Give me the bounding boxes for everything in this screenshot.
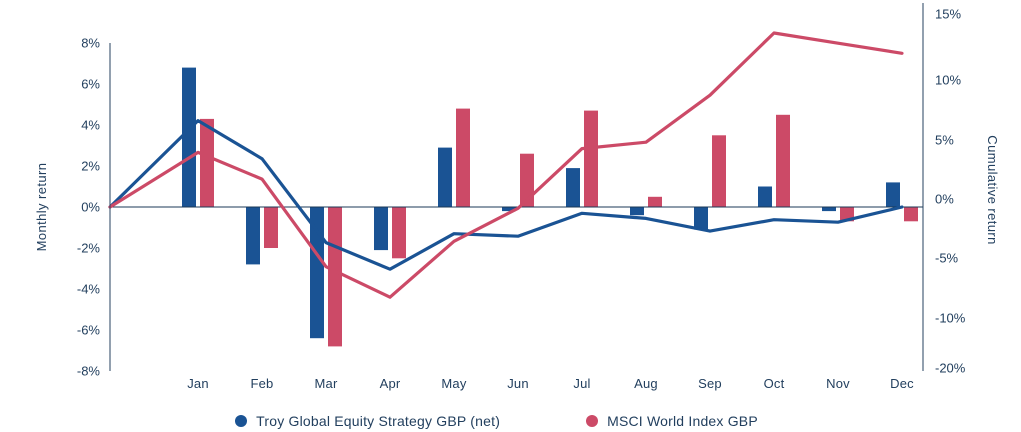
combo-chart: 8% 6% 4% 2% 0% -2% -4% -6% -8% 15% 10% 5% 0% -5% -10% -… xyxy=(34,3,1000,392)
x-axis-label-jun: Jun xyxy=(507,376,529,391)
right-axis-tick-0%: 0% xyxy=(935,192,954,207)
axes-layer xyxy=(109,3,924,371)
legend-marker-troy-icon xyxy=(235,415,248,427)
bar-msci-monthly-aug xyxy=(648,196,662,208)
x-axis-label-sep: Sep xyxy=(698,376,722,391)
left-axis-tick-8%: 8% xyxy=(81,36,100,51)
bar-troy-monthly-aug xyxy=(630,207,644,216)
left-axis-tick--6%: -6% xyxy=(77,323,101,338)
bar-troy-monthly-oct xyxy=(758,186,772,207)
x-axis-label-feb: Feb xyxy=(250,376,273,391)
left-axis-tick-0%: 0% xyxy=(81,200,100,215)
x-axis-label-dec: Dec xyxy=(890,376,914,391)
ticks-layer: 8% 6% 4% 2% 0% -2% -4% -6% -8% 15% 10% 5% 0% -5% -10% -… xyxy=(77,7,966,392)
bar-msci-monthly-sep xyxy=(712,135,726,208)
legend-label-troy: Troy Global Equity Strategy GBP (net) xyxy=(256,413,501,429)
right-axis-tick-15%: 15% xyxy=(935,7,961,22)
x-axis-label-jan: Jan xyxy=(187,376,209,391)
bar-msci-monthly-oct xyxy=(776,114,790,208)
bar-msci-monthly-feb xyxy=(264,207,278,248)
line-troy-cumulative xyxy=(108,118,904,271)
bar-troy-monthly-feb xyxy=(246,207,260,265)
x-axis-label-apr: Apr xyxy=(380,376,401,391)
bar-msci-monthly-jan xyxy=(200,118,214,207)
line-msci-cumulative xyxy=(108,31,904,299)
legend-item-troy: Troy Global Equity Strategy GBP (net) xyxy=(235,413,500,429)
bars-layer xyxy=(182,67,918,347)
bar-troy-monthly-nov xyxy=(822,207,836,212)
bar-troy-monthly-apr xyxy=(374,207,388,251)
legend-label-msci: MSCI World Index GBP xyxy=(607,413,758,429)
right-axis-tick--20%: -20% xyxy=(935,361,966,376)
legend-marker-msci-icon xyxy=(586,415,599,427)
right-axis-tick-10%: 10% xyxy=(935,73,961,88)
bar-troy-monthly-may xyxy=(438,147,452,207)
right-axis-title: Cumulative return xyxy=(985,135,1000,244)
lines-layer xyxy=(108,31,904,299)
left-axis-tick-6%: 6% xyxy=(81,77,100,92)
x-axis-label-may: May xyxy=(441,376,466,391)
left-axis-tick-2%: 2% xyxy=(81,159,100,174)
bar-msci-monthly-dec xyxy=(904,207,918,222)
legend-item-msci: MSCI World Index GBP xyxy=(586,413,758,429)
x-axis-label-oct: Oct xyxy=(764,376,785,391)
left-axis-tick--2%: -2% xyxy=(77,241,101,256)
right-axis-tick--5%: -5% xyxy=(935,251,959,266)
bar-troy-monthly-jul xyxy=(566,168,580,207)
bar-msci-monthly-jul xyxy=(584,110,598,207)
bar-msci-monthly-may xyxy=(456,108,470,207)
left-axis-tick--8%: -8% xyxy=(77,364,101,379)
bar-troy-monthly-jun xyxy=(502,207,516,212)
left-axis-tick--4%: -4% xyxy=(77,282,101,297)
x-axis-label-jul: Jul xyxy=(573,376,590,391)
bar-troy-monthly-jan xyxy=(182,67,196,207)
bar-msci-monthly-jun xyxy=(520,153,534,207)
bar-troy-monthly-sep xyxy=(694,207,708,230)
bar-troy-monthly-mar xyxy=(310,207,324,339)
left-axis-tick-4%: 4% xyxy=(81,118,100,133)
x-axis-label-mar: Mar xyxy=(315,376,338,391)
x-axis-label-aug: Aug xyxy=(634,376,658,391)
bar-msci-monthly-mar xyxy=(328,207,342,347)
right-axis-tick--10%: -10% xyxy=(935,311,966,326)
bar-troy-monthly-dec xyxy=(886,182,900,207)
x-axis-label-nov: Nov xyxy=(826,376,850,391)
bar-msci-monthly-apr xyxy=(392,207,406,259)
right-axis-tick-5%: 5% xyxy=(935,133,954,148)
left-axis-title: Monthly return xyxy=(34,163,49,252)
chart-legend: Troy Global Equity Strategy GBP (net) MS… xyxy=(0,405,1007,432)
